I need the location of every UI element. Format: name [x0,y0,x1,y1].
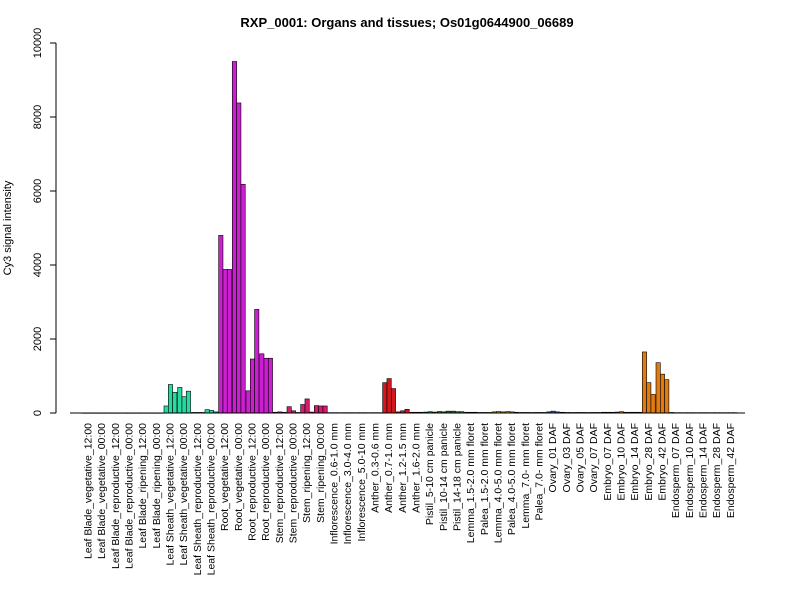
category-label: Endosperm_42 DAF [725,423,737,518]
category-label: Leaf Blade_vegetative_12:00 [82,423,94,559]
y-axis: 0 2000 4000 6000 8000 10000 [32,28,57,416]
bar [664,379,670,414]
bar [286,406,292,414]
bar [177,387,183,414]
category-label: Leaf Sheath_reproductive_12:00 [192,423,204,576]
bar [642,351,647,414]
category-label: Lemma_4.0-5.0 mm floret [492,423,504,543]
bar [404,408,410,414]
category-label: Root_reproductive_00:00 [260,423,272,541]
bar [181,396,187,414]
category-label: Anther_1.2-1.5 mm [397,423,409,513]
category-label: Lemma_7.0- mm floret [520,423,532,529]
bar [659,373,665,414]
bar [259,353,265,414]
bar [314,405,319,414]
category-label: Embryo_28 DAF [643,423,655,501]
y-tick-label: 10000 [32,28,44,59]
bars-group [81,61,738,414]
bar [263,357,269,414]
category-label: Leaf Blade_ripening_12:00 [137,423,149,549]
category-label: Endosperm_10 DAF [684,423,696,518]
bar [236,102,242,414]
bar [226,269,232,414]
category-label: Leaf Sheath_vegetative_12:00 [164,423,176,566]
bar [650,394,656,414]
bar [655,362,661,414]
category-label: Inflorescence_5.0-10 mm [356,423,368,542]
category-label: Embryo_42 DAF [656,423,668,501]
category-label: Leaf Blade_reproductive_00:00 [123,423,135,569]
category-label: Lemma_1.5-2.0 mm floret [465,423,477,543]
bar [267,357,273,414]
bar [172,391,178,414]
bar [386,378,392,414]
category-label: Pistil_5-10 cm panicle [424,423,436,525]
bar [250,358,255,414]
category-label: Leaf Blade_ripening_00:00 [151,423,163,549]
category-label: Anther_1.6-2.0 mm [410,423,422,513]
bar [185,390,191,414]
category-label: Pistil_14-18 cm panicle [451,423,463,531]
chart-title: RXP_0001: Organs and tissues; Os01g06449… [240,15,573,30]
category-label: Root_reproductive_12:00 [246,423,258,541]
category-label: Palea_7.0- mm floret [533,423,545,521]
bar [390,388,396,414]
category-label: Leaf Blade_reproductive_12:00 [110,423,122,569]
category-label: Anther_0.3-0.6 mm [369,423,381,513]
category-label: Ovary_01 DAF [547,423,559,492]
category-label: Leaf Sheath_reproductive_00:00 [205,423,217,576]
category-label: Stem_ripening_12:00 [301,423,313,523]
bar [304,398,310,414]
category-label: Ovary_05 DAF [574,423,586,492]
category-labels: Leaf Blade_vegetative_12:00 Leaf Blade_ve… [82,423,736,576]
y-tick-label: 8000 [32,105,44,129]
bar [218,235,224,414]
category-label: Inflorescence_0.6-1.0 mm [328,423,340,545]
category-label: Embryo_14 DAF [629,423,641,501]
category-label: Inflorescence_3.0-4.0 mm [342,423,354,545]
bar [245,390,251,414]
category-label: Stem_ripening_00:00 [315,423,327,523]
category-label: Stem_reproductive_00:00 [287,423,299,543]
category-label: Pistil_10-14 cm panicle [438,423,450,531]
category-label: Root_vegetative_00:00 [233,423,245,531]
category-label: Root_vegetative_12:00 [219,423,231,531]
bar [318,405,324,414]
bar [232,61,237,414]
bar [646,382,652,414]
bar [163,405,169,414]
bar [222,269,228,414]
bar [254,309,260,414]
category-label: Stem_reproductive_12:00 [274,423,286,543]
bar [382,382,388,414]
category-label: Palea_4.0-5.0 mm floret [506,423,518,535]
y-tick-label: 2000 [32,327,44,351]
category-label: Embryo_10 DAF [615,423,627,501]
category-label: Leaf Sheath_vegetative_00:00 [178,423,190,566]
y-axis-label: Cy3 signal intensity [2,180,14,275]
category-label: Endosperm_14 DAF [697,423,709,518]
category-label: Ovary_03 DAF [561,423,573,492]
category-label: Endosperm_07 DAF [670,423,682,518]
y-tick-label: 4000 [32,253,44,277]
bar [240,184,246,414]
category-label: Leaf Blade_vegetative_00:00 [96,423,108,559]
category-label: Endosperm_28 DAF [711,423,723,518]
category-label: Palea_1.5-2.0 mm floret [479,423,491,535]
category-label: Embryo_07 DAF [602,423,614,501]
category-label: Ovary_07 DAF [588,423,600,492]
bar [322,405,328,414]
bar [300,404,306,414]
category-label: Anther_0.7-1.0 mm [383,423,395,513]
bar [168,384,173,414]
y-tick-label: 6000 [32,179,44,203]
y-tick-label: 0 [32,410,44,416]
